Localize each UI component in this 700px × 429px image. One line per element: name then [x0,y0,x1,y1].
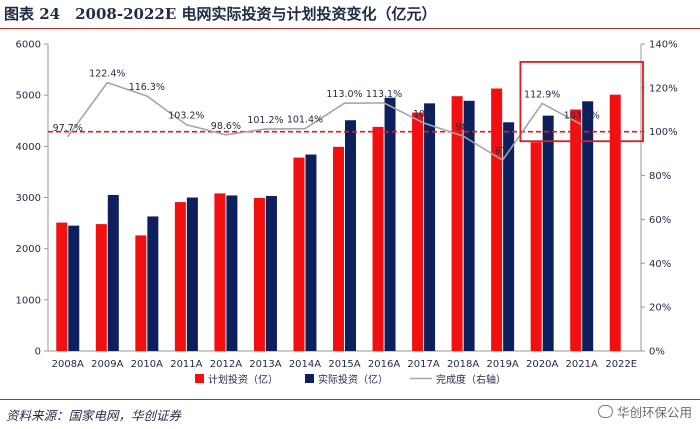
actual-bar [147,216,159,351]
plan-bar [609,94,621,351]
actual-bar [503,122,515,351]
left-tick-label: 6000 [16,40,41,51]
x-tick-label: 2018A [447,359,479,370]
completion-label: 103.2% [168,111,204,122]
completion-label: 104. [413,109,434,120]
actual-bar [542,115,554,351]
left-tick-label: 3000 [16,193,41,204]
plan-bar [372,126,384,351]
right-tick-label: 100% [649,127,678,138]
chart: 0 1000 2000 3000 4000 5000 6000 0% 20% 40% 60% 80% 1… [16,40,678,387]
highlight-box [519,61,644,143]
x-tick-label: 2014A [289,359,321,370]
plan-bar [491,88,503,351]
actual-bar [68,225,80,351]
right-tick-label: 0% [649,347,665,358]
left-tick-label: 2000 [16,244,41,255]
completion-label: 87. [495,146,510,157]
legend-label: 实际投资（亿） [318,373,388,386]
x-tick-label: 2011A [170,359,202,370]
legend-swatch-actual [305,374,314,383]
completion-label: 98. [456,122,471,133]
watermark-text: 华创环保公用 [616,405,692,420]
plan-bar [56,222,68,351]
x-tick-label: 2012A [210,359,242,370]
completion-line [67,81,583,162]
actual-bar [107,194,119,351]
completion-label: 113.1% [366,89,402,100]
actual-bar [226,195,238,351]
left-tick-label: 4000 [16,142,41,153]
right-tick-label: 80% [649,171,671,182]
actual-bar [463,100,475,351]
x-tick-label: 2021A [566,359,598,370]
x-tick-label: 2015A [328,359,360,370]
left-tick-label: 0 [35,347,41,358]
x-tick-label: 2019A [486,359,518,370]
plan-bar [174,202,186,351]
plan-bar [214,193,226,351]
figure-title: 图表 24 2008-2022E 电网实际投资与计划投资变化（亿元） [4,5,437,23]
completion-label: 103.2% [564,111,600,122]
left-tick-label: 5000 [16,91,41,102]
legend-label: 计划投资（亿） [208,373,278,386]
plan-bar [412,112,424,352]
x-tick-label: 2016A [368,359,400,370]
completion-label: 116.3% [129,82,165,93]
completion-label: 101.2% [247,115,283,126]
right-tick-label: 40% [649,259,671,270]
title-bar: 图表 24 2008-2022E 电网实际投资与计划投资变化（亿元） [0,0,700,29]
divider [0,399,700,401]
source-note: 资料来源：国家电网，华创证券 [6,408,182,423]
x-tick-label: 2009A [91,359,123,370]
x-tick-label: 2008A [52,359,84,370]
plan-bar [253,198,265,351]
plan-bar [293,157,305,351]
left-tick-label: 1000 [16,295,41,306]
plan-bar [530,142,542,351]
actual-bar [384,97,396,351]
right-tick-label: 20% [649,303,671,314]
x-tick-label: 2017A [407,359,439,370]
completion-label: 97.7% [53,123,83,134]
right-tick-label: 60% [649,215,671,226]
watermark: 华创环保公用 [597,402,692,421]
actual-bar [265,195,277,351]
legend-swatch-plan [195,374,204,383]
plan-bar [333,146,344,351]
completion-label: 122.4% [89,69,125,80]
completion-label: 113.0% [326,89,362,100]
x-tick-label: 2010A [131,359,163,370]
plan-bar [95,224,107,351]
x-tick-label: 2013A [249,359,281,370]
right-tick-label: 140% [649,40,678,51]
actual-bar [345,120,356,351]
actual-bar [582,101,594,351]
completion-label: 101.4% [287,115,323,126]
plan-bar [135,235,147,351]
completion-label: 98.6% [211,121,241,132]
actual-bar [305,154,317,351]
x-tick-label: 2020A [526,359,558,370]
actual-bar [424,103,436,351]
wechat-icon [597,405,613,418]
actual-bar [186,197,198,351]
right-tick-label: 120% [649,83,678,94]
plan-bar [451,96,463,351]
plan-bar [570,109,582,351]
completion-label: 112.9% [524,89,560,100]
legend-label: 完成度（右轴） [436,373,506,386]
x-tick-label: 2022E [605,359,637,370]
